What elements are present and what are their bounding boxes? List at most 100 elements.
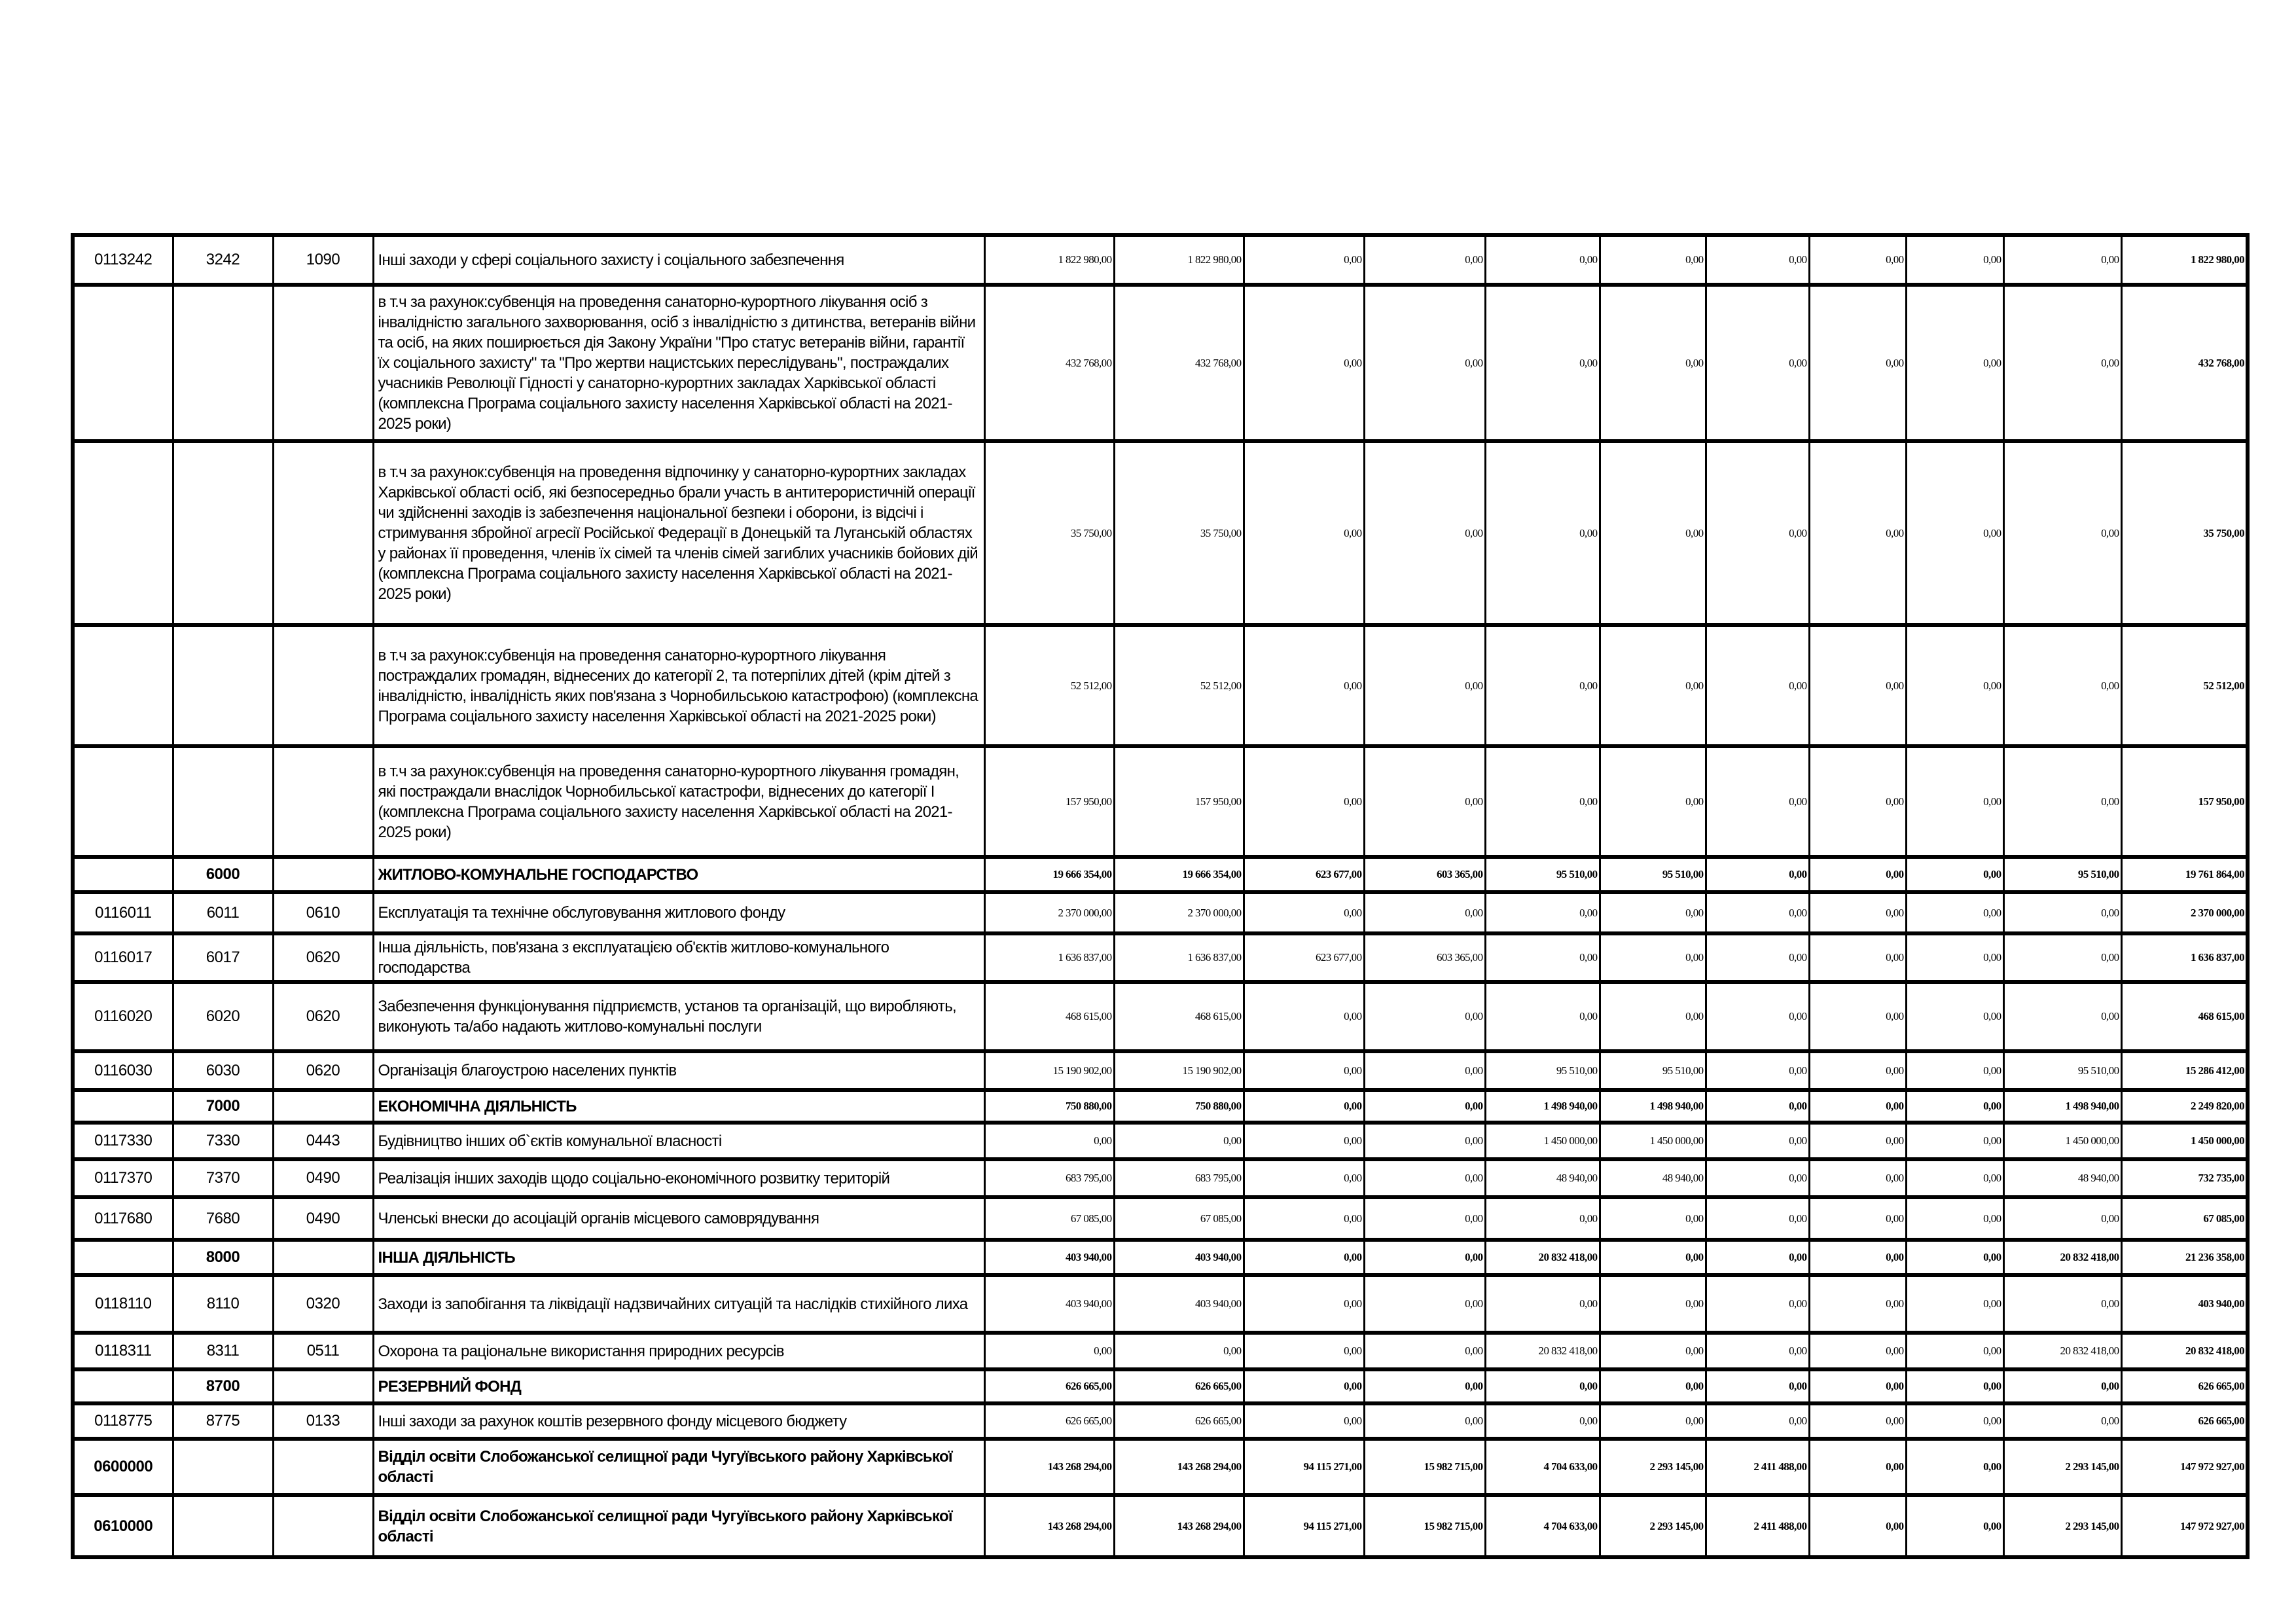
amount-cell: 0,00 (1242, 1157, 1365, 1199)
amount-cell: 0,00 (1598, 623, 1707, 748)
amount-cell: 0,00 (1808, 1157, 1907, 1199)
name-cell: ЕКОНОМІЧНА ДІЯЛЬНІСТЬ (372, 1088, 986, 1125)
amount-cell: 48 940,00 (1598, 1157, 1707, 1199)
total-cell: 35 750,00 (2120, 439, 2249, 627)
amount-cell: 0,00 (1242, 1049, 1365, 1092)
total-cell: 19 761 864,00 (2120, 855, 2249, 894)
kfk-code-cell: 8000 (171, 1238, 274, 1277)
kfk-code-cell: 6000 (171, 855, 274, 894)
name-cell: Інша діяльність, пов'язана з експлуатаці… (372, 931, 986, 984)
table-row: 0116017 6017 0620 Інша діяльність, пов'язан… (71, 931, 2249, 984)
amount-cell: 15 982 715,00 (1363, 1493, 1486, 1559)
amount-cell: 0,00 (1808, 855, 1907, 894)
program-code-cell (71, 623, 174, 748)
amount-cell: 0,00 (1905, 1493, 2005, 1559)
amount-cell: 1 498 940,00 (1484, 1088, 1601, 1125)
amount-cell: 432 768,00 (983, 283, 1115, 443)
amount-cell: 0,00 (1905, 1367, 2005, 1405)
kfkvk-code-cell (272, 1437, 374, 1497)
total-cell: 15 286 412,00 (2120, 1049, 2249, 1092)
amount-cell: 0,00 (1598, 1238, 1707, 1277)
name-cell: Організація благоустрою населених пункті… (372, 1049, 986, 1092)
amount-cell: 0,00 (2002, 1273, 2123, 1335)
amount-cell: 0,00 (2002, 233, 2123, 287)
amount-cell: 0,00 (1484, 744, 1601, 859)
amount-cell: 0,00 (1363, 1157, 1486, 1199)
kfk-code-cell: 8775 (171, 1401, 274, 1441)
amount-cell: 95 510,00 (1598, 1049, 1707, 1092)
amount-cell: 0,00 (1808, 283, 1907, 443)
program-code-cell: 0600000 (71, 1437, 174, 1497)
amount-cell: 0,00 (1905, 1238, 2005, 1277)
amount-cell: 2 293 145,00 (1598, 1493, 1707, 1559)
amount-cell: 0,00 (1598, 1273, 1707, 1335)
amount-cell: 0,00 (1808, 744, 1907, 859)
program-code-cell: 0117330 (71, 1121, 174, 1161)
amount-cell: 35 750,00 (983, 439, 1115, 627)
amount-cell: 0,00 (1905, 1273, 2005, 1335)
amount-cell: 0,00 (2002, 283, 2123, 443)
amount-cell: 0,00 (1905, 1437, 2005, 1497)
amount-cell: 4 704 633,00 (1484, 1437, 1601, 1497)
amount-cell: 15 190 902,00 (983, 1049, 1115, 1092)
program-code-cell: 0116011 (71, 890, 174, 935)
program-code-cell: 0113242 (71, 233, 174, 287)
kfkvk-code-cell (272, 1238, 374, 1277)
amount-cell: 0,00 (1363, 283, 1486, 443)
amount-cell: 143 268 294,00 (983, 1437, 1115, 1497)
table-row: 8700 РЕЗЕРВНИЙ ФОНД 626 665,00 626 665,00 0,… (71, 1367, 2249, 1405)
amount-cell: 0,00 (1484, 890, 1601, 935)
table-row: 0113242 3242 1090 Інші заходи у сфері соціа… (71, 233, 2249, 287)
table-row: 0116030 6030 0620 Організація благоустрою н… (71, 1049, 2249, 1092)
amount-cell: 0,00 (1484, 283, 1601, 443)
total-cell: 1 636 837,00 (2120, 931, 2249, 984)
amount-cell: 0,00 (1808, 890, 1907, 935)
amount-cell: 0,00 (1808, 233, 1907, 287)
table-body: 0113242 3242 1090 Інші заходи у сфері соціа… (71, 233, 2249, 1559)
amount-cell: 95 510,00 (1598, 855, 1707, 894)
kfk-code-cell: 7000 (171, 1088, 274, 1125)
amount-cell: 0,00 (1905, 1157, 2005, 1199)
amount-cell: 626 665,00 (983, 1367, 1115, 1405)
amount-cell: 19 666 354,00 (983, 855, 1115, 894)
table-row: 8000 ІНША ДІЯЛЬНІСТЬ 403 940,00 403 940,00 0… (71, 1238, 2249, 1277)
amount-cell: 19 666 354,00 (1113, 855, 1245, 894)
amount-cell: 0,00 (1242, 233, 1365, 287)
amount-cell: 1 498 940,00 (1598, 1088, 1707, 1125)
amount-cell: 1 822 980,00 (983, 233, 1115, 287)
kfkvk-code-cell: 0620 (272, 1049, 374, 1092)
amount-cell: 2 411 488,00 (1704, 1493, 1810, 1559)
program-code-cell (71, 1238, 174, 1277)
amount-cell: 0,00 (1363, 1331, 1486, 1371)
table-row: 0117330 7330 0443 Будівництво інших об`єкті… (71, 1121, 2249, 1161)
amount-cell: 20 832 418,00 (2002, 1238, 2123, 1277)
program-code-cell: 0116030 (71, 1049, 174, 1092)
name-cell: в т.ч за рахунок:субвенція на проведення… (372, 744, 986, 859)
amount-cell: 0,00 (1704, 1157, 1810, 1199)
amount-cell: 0,00 (1704, 439, 1810, 627)
kfkvk-code-cell: 0620 (272, 931, 374, 984)
amount-cell: 0,00 (1363, 1401, 1486, 1441)
amount-cell: 94 115 271,00 (1242, 1437, 1365, 1497)
amount-cell: 52 512,00 (1113, 623, 1245, 748)
amount-cell: 750 880,00 (983, 1088, 1115, 1125)
amount-cell: 0,00 (1704, 931, 1810, 984)
amount-cell: 1 636 837,00 (983, 931, 1115, 984)
total-cell: 20 832 418,00 (2120, 1331, 2249, 1371)
kfk-code-cell: 8700 (171, 1367, 274, 1405)
kfkvk-code-cell (272, 1367, 374, 1405)
kfkvk-code-cell (272, 1088, 374, 1125)
amount-cell: 52 512,00 (983, 623, 1115, 748)
kfk-code-cell (171, 439, 274, 627)
amount-cell: 1 636 837,00 (1113, 931, 1245, 984)
name-cell: ІНША ДІЯЛЬНІСТЬ (372, 1238, 986, 1277)
amount-cell: 0,00 (1808, 1238, 1907, 1277)
amount-cell: 403 940,00 (1113, 1238, 1245, 1277)
kfk-code-cell: 6020 (171, 980, 274, 1053)
amount-cell: 1 450 000,00 (1598, 1121, 1707, 1161)
amount-cell: 2 411 488,00 (1704, 1437, 1810, 1497)
kfk-code-cell: 3242 (171, 233, 274, 287)
amount-cell: 0,00 (1808, 1195, 1907, 1242)
program-code-cell (71, 283, 174, 443)
amount-cell: 0,00 (1704, 1273, 1810, 1335)
